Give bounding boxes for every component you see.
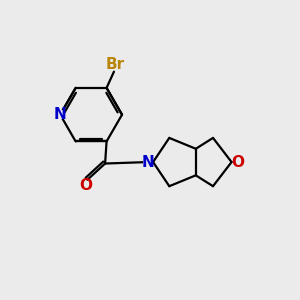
Text: O: O <box>80 178 92 193</box>
Bar <box>108 61 122 69</box>
Text: N: N <box>54 107 67 122</box>
Bar <box>142 158 153 166</box>
Text: O: O <box>232 154 244 169</box>
Bar <box>233 158 243 166</box>
Bar <box>55 110 65 119</box>
Text: Br: Br <box>106 57 125 72</box>
Bar <box>81 181 91 189</box>
Text: N: N <box>141 154 154 169</box>
